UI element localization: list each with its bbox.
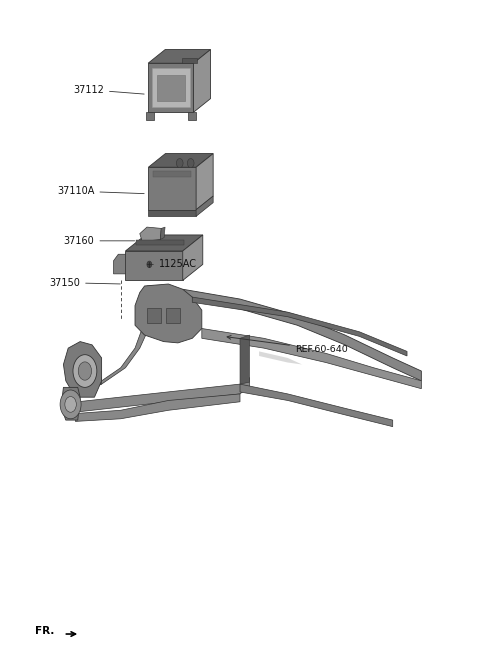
Polygon shape (188, 112, 196, 120)
Polygon shape (136, 240, 184, 245)
Polygon shape (75, 394, 240, 421)
Polygon shape (202, 328, 421, 389)
Polygon shape (125, 235, 203, 251)
Circle shape (65, 397, 76, 412)
Polygon shape (114, 254, 125, 274)
Polygon shape (78, 378, 250, 411)
Polygon shape (148, 63, 193, 112)
Polygon shape (125, 251, 183, 281)
Polygon shape (166, 307, 180, 323)
Polygon shape (148, 154, 213, 168)
Polygon shape (183, 289, 421, 381)
Circle shape (187, 158, 194, 168)
Polygon shape (240, 384, 393, 426)
Polygon shape (78, 378, 102, 394)
Polygon shape (135, 284, 202, 343)
Polygon shape (183, 235, 203, 281)
Circle shape (60, 390, 81, 419)
Polygon shape (153, 171, 192, 177)
Text: 37112: 37112 (73, 85, 144, 95)
Text: 1125AC: 1125AC (152, 260, 197, 269)
Text: FR.: FR. (35, 625, 54, 636)
Polygon shape (152, 68, 190, 107)
Polygon shape (61, 388, 80, 420)
Polygon shape (192, 297, 407, 356)
Circle shape (147, 261, 152, 267)
Polygon shape (160, 227, 165, 240)
Polygon shape (148, 168, 196, 210)
Polygon shape (193, 49, 211, 112)
Polygon shape (182, 58, 197, 63)
Polygon shape (148, 49, 211, 63)
Polygon shape (196, 154, 213, 210)
Circle shape (176, 158, 183, 168)
Polygon shape (157, 75, 185, 101)
Polygon shape (147, 307, 161, 323)
Polygon shape (140, 227, 161, 242)
Text: 37160: 37160 (64, 236, 134, 246)
Polygon shape (196, 196, 213, 216)
Polygon shape (63, 342, 102, 397)
Text: 37150: 37150 (49, 278, 120, 288)
Circle shape (78, 362, 92, 380)
Polygon shape (259, 351, 302, 365)
Polygon shape (73, 286, 154, 394)
Circle shape (73, 355, 97, 388)
Text: 37110A: 37110A (57, 186, 144, 196)
Text: REF.60-640: REF.60-640 (227, 336, 348, 354)
Polygon shape (240, 335, 250, 384)
Polygon shape (146, 112, 154, 120)
Polygon shape (148, 210, 196, 216)
